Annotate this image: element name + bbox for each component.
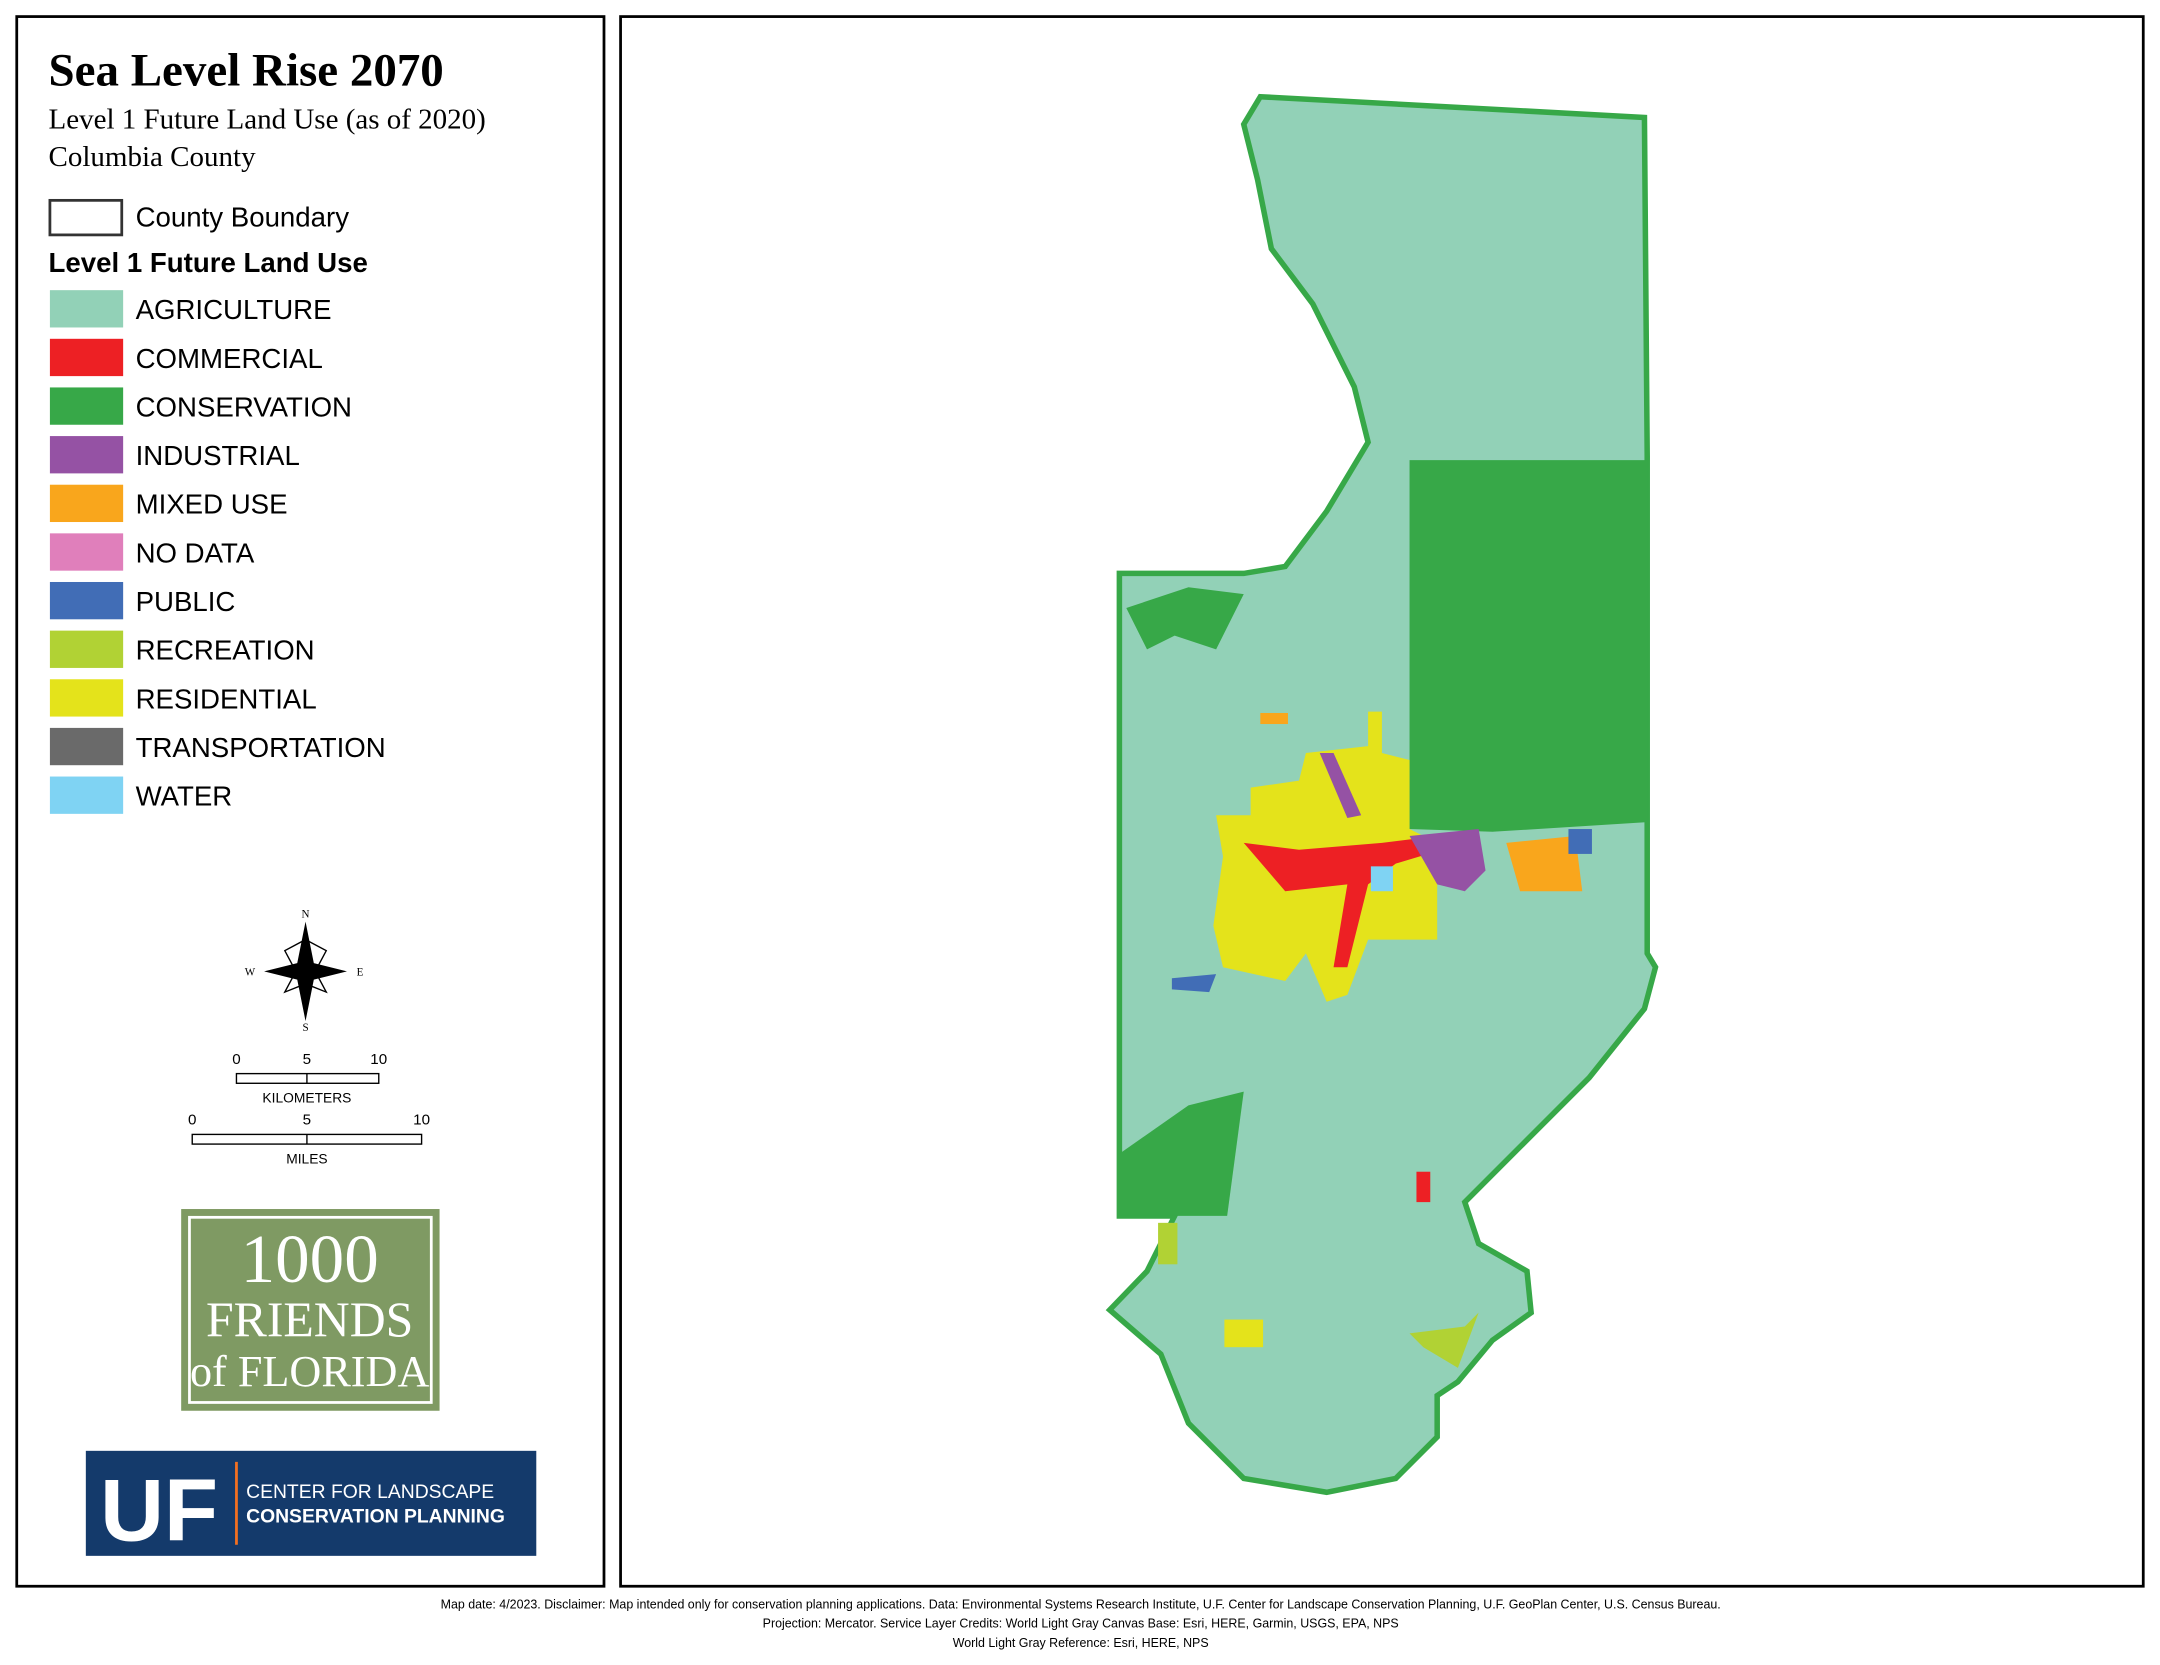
mixed-use-area [1506,835,1583,892]
legend-label: RESIDENTIAL [136,683,317,714]
compass-s: S [302,1022,308,1034]
legend-label: PUBLIC [136,586,236,617]
conservation-area [1126,587,1244,650]
commercial-area [1416,1171,1431,1203]
county-map [1105,93,1659,1496]
legend-swatch [49,387,124,425]
compass-rose [264,921,347,1022]
friends-logo: 1000 FRIENDS of FLORIDA [181,1209,440,1411]
title: Sea Level Rise 2070 [49,45,444,97]
legend-items: AGRICULTURE COMMERCIAL CONSERVATION INDUSTR… [49,290,386,814]
scale-bars: 0 5 10 KILOMETERS 0 5 10 MILES [188,1051,430,1166]
km-tick: 5 [303,1051,311,1068]
commercial-area [1243,835,1465,968]
friends-logo-frame [188,1215,433,1404]
conservation-area [1119,1091,1244,1216]
legend-swatch [49,630,124,668]
public-area [1171,974,1217,993]
legend-label: AGRICULTURE [136,294,332,325]
legend-swatch [49,776,124,814]
conservation-area [1409,460,1648,832]
friends-logo-text: of FLORIDA [190,1347,430,1396]
mi-label: MILES [286,1150,327,1166]
footer-line: Projection: Mercator. Service Layer Cred… [763,1617,1399,1631]
legend-swatch [49,581,124,620]
footer-line: World Light Gray Reference: Esri, HERE, … [953,1636,1209,1650]
legend-swatch [49,484,124,523]
legend-swatch [49,290,124,328]
legend-label: TRANSPORTATION [136,732,386,763]
recreation-area [1409,1312,1479,1368]
legend-swatch [49,533,124,571]
legend-label: NO DATA [136,537,255,568]
legend-label: WATER [136,781,233,812]
recreation-area [1158,1222,1178,1265]
uf-logo-bg [85,1450,537,1556]
uf-logo-text: CENTER FOR LANDSCAPE [246,1481,494,1503]
uf-logo-text: UF [100,1461,218,1560]
footer-line: Map date: 4/2023. Disclaimer: Map intend… [441,1597,1721,1611]
subtitle: Level 1 Future Land Use (as of 2020) [49,104,486,136]
uf-logo-text: CONSERVATION PLANNING [246,1506,505,1528]
friends-logo-bg [181,1209,440,1411]
legend-label: MIXED USE [136,489,288,520]
uf-logo: UF CENTER FOR LANDSCAPE CONSERVATION PLA… [85,1450,537,1560]
compass: N S E W [245,908,364,1033]
friends-logo-text: FRIENDS [206,1292,413,1347]
public-area [1568,829,1592,854]
km-label: KILOMETERS [262,1090,351,1106]
mi-tick: 5 [303,1112,311,1129]
legend-heading: Level 1 Future Land Use [49,247,368,278]
legend-label: RECREATION [136,635,315,666]
km-tick: 10 [370,1051,387,1068]
boundary-label: County Boundary [136,202,350,233]
legend-label: INDUSTRIAL [136,440,300,471]
compass-rose [283,938,328,994]
industrial-area [1409,829,1486,892]
industrial-area [1319,753,1362,818]
legend-label: COMMERCIAL [136,343,323,374]
residential-area [1224,1319,1264,1348]
mi-tick: 10 [413,1112,430,1129]
mixed-use-area [1260,712,1288,725]
water-area [1370,866,1393,892]
boundary-swatch [48,198,124,237]
legend-label: CONSERVATION [136,391,352,422]
km-tick: 0 [232,1051,240,1068]
compass-n: N [302,908,310,920]
legend-swatch [49,436,124,474]
compass-e: E [357,967,364,979]
mi-tick: 0 [188,1112,196,1129]
friends-logo-text: 1000 [241,1220,379,1297]
legend-swatch [49,338,124,377]
county-name: Columbia County [49,141,257,173]
legend-swatch [49,727,124,766]
compass-w: W [245,967,256,979]
legend-swatch [49,679,124,717]
